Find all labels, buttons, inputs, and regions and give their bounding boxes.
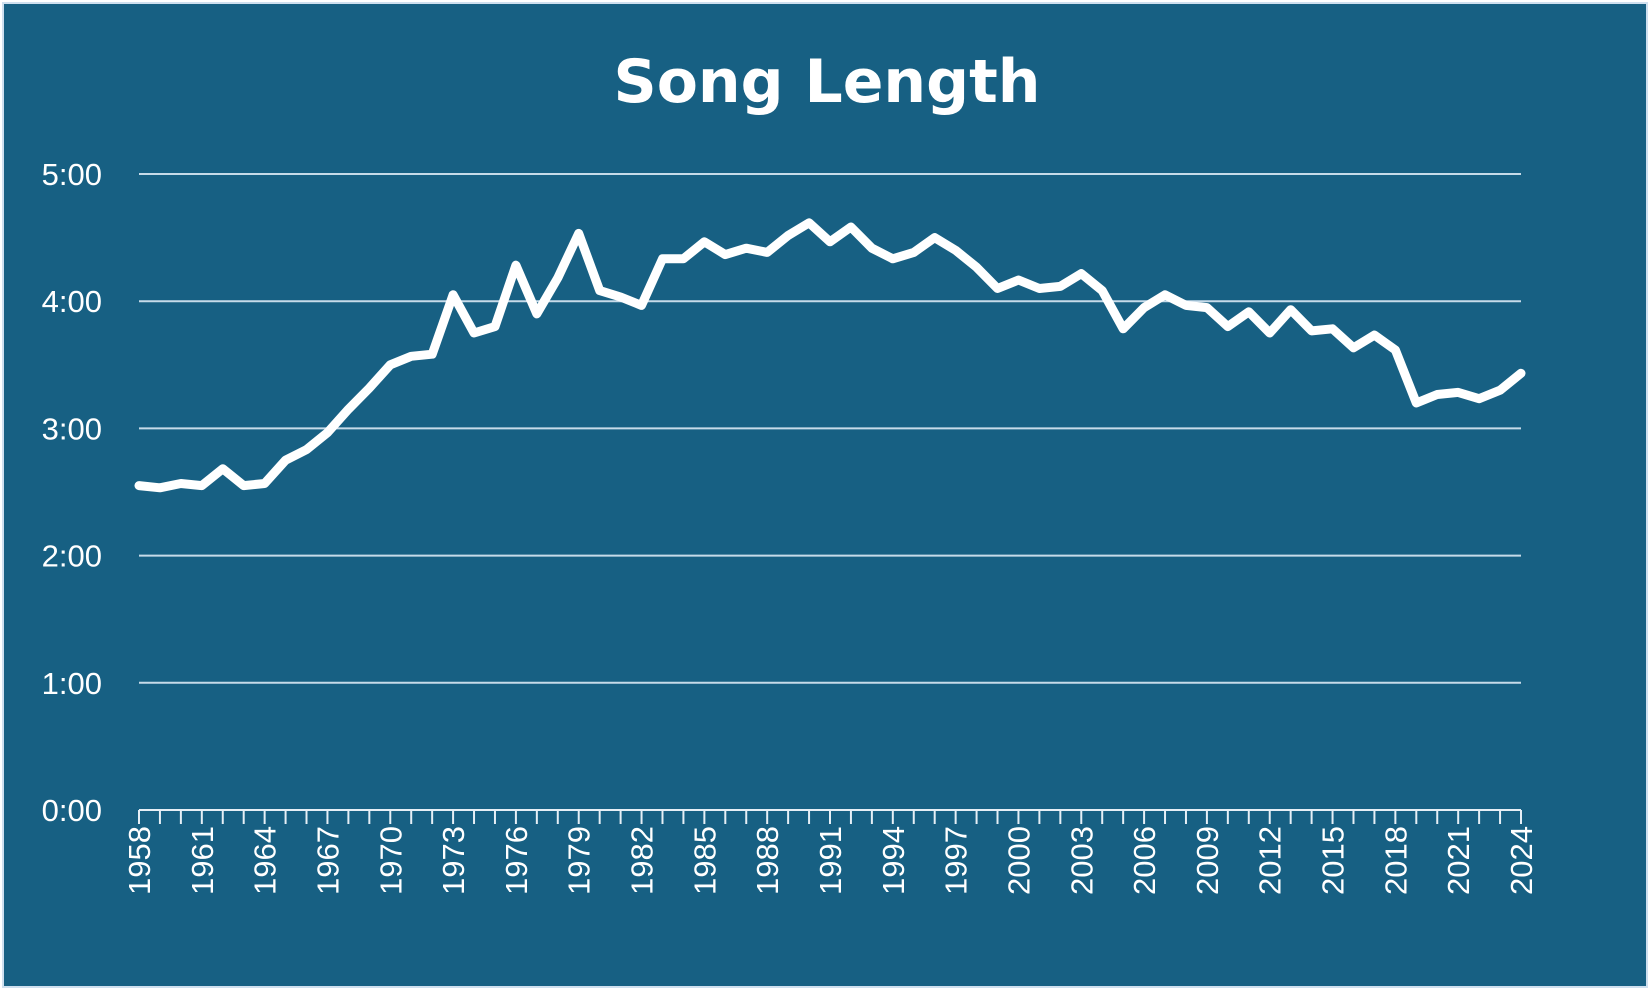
song-length-chart: Song Length 0:00 1:00 2:00 3:00 4:00 5:00 195… [42, 47, 1539, 895]
x-tick-label: 1964 [248, 826, 283, 895]
x-tick-label: 1970 [373, 826, 408, 895]
series-line-0 [134, 218, 1526, 493]
x-tick-label: 2000 [1001, 826, 1036, 895]
y-tick-label: 2:00 [42, 539, 102, 574]
y-tick-label: 0:00 [42, 793, 102, 828]
x-tick-label: 2009 [1190, 826, 1225, 895]
x-tick-label: 1961 [185, 826, 220, 895]
y-tick-label: 5:00 [42, 157, 102, 192]
x-tick-label: 1991 [813, 826, 848, 895]
x-tick-label: 1994 [876, 826, 911, 895]
series-group [134, 218, 1526, 493]
x-tick-label: 2015 [1316, 826, 1351, 895]
x-tick-label: 1985 [687, 826, 722, 895]
x-tick-label: 2018 [1378, 826, 1413, 895]
x-tick-label: 1958 [122, 826, 157, 895]
x-tick-label: 1982 [625, 826, 660, 895]
y-tick-label: 4:00 [42, 284, 102, 319]
x-tick-label: 1988 [750, 826, 785, 895]
x-tick-label: 2006 [1127, 826, 1162, 895]
y-axis-tick-labels: 0:00 1:00 2:00 3:00 4:00 5:00 [42, 157, 102, 828]
x-tick-label: 1979 [562, 826, 597, 895]
x-tick-label: 2024 [1504, 826, 1539, 895]
gridlines [139, 173, 1521, 684]
x-tick-label: 1967 [310, 826, 345, 895]
x-tick-label: 2021 [1441, 826, 1476, 895]
x-tick-label: 1973 [436, 826, 471, 895]
x-axis-tick-labels: 1958 1961 1964 1967 1970 1973 1976 1979 1982 1985… [122, 826, 1539, 895]
y-tick-label: 3:00 [42, 411, 102, 446]
y-tick-label: 1:00 [42, 666, 102, 701]
chart-title: Song Length [614, 47, 1041, 117]
x-tick-label: 2012 [1253, 826, 1288, 895]
x-tick-label: 1976 [499, 826, 534, 895]
x-tick-label: 2003 [1064, 826, 1099, 895]
x-tick-label: 1997 [939, 826, 974, 895]
x-axis [138, 809, 1522, 824]
